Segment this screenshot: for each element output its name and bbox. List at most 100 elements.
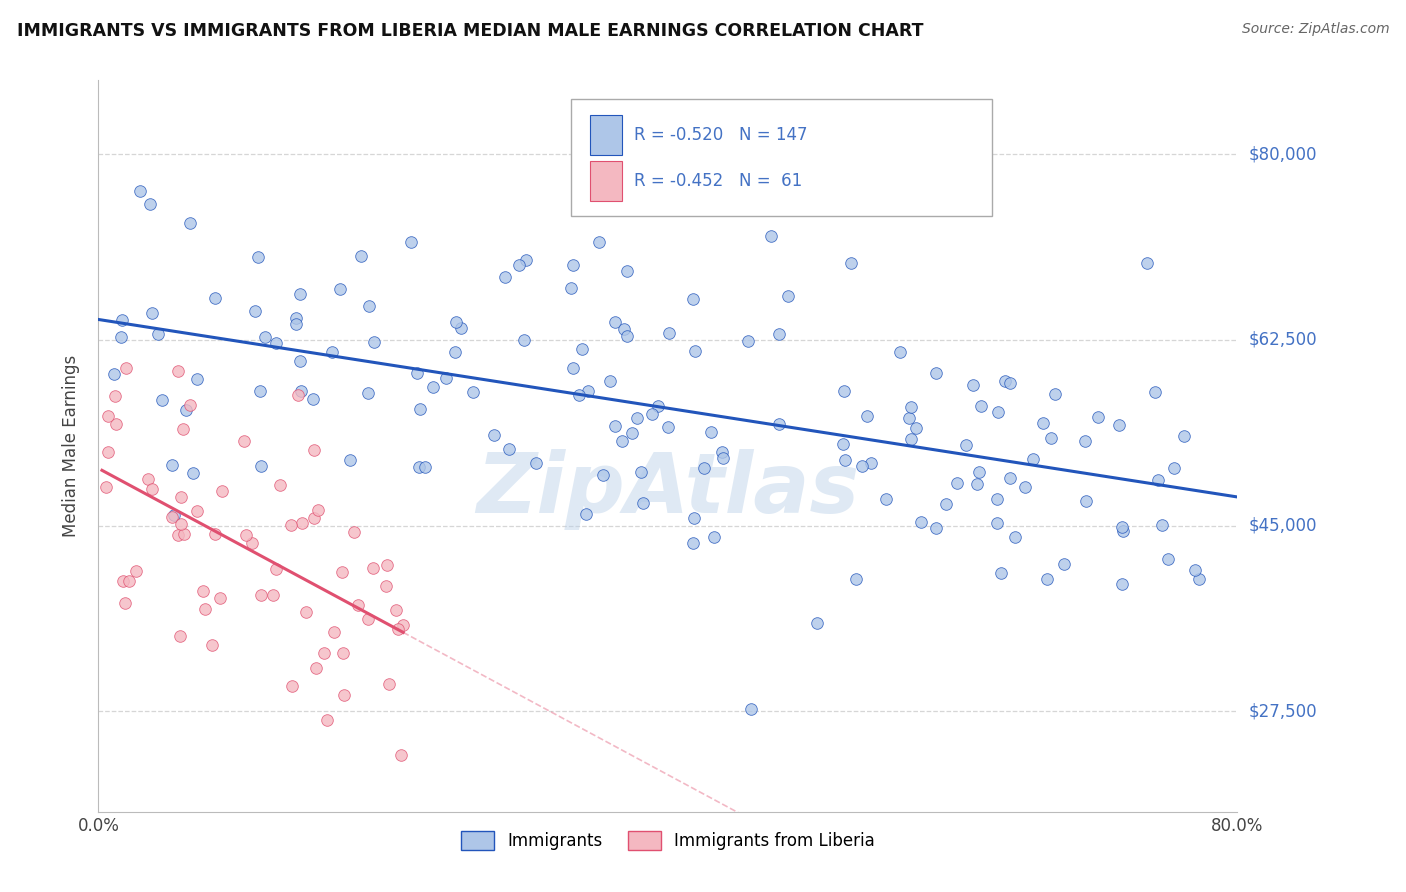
- Point: [1111, 524, 1133, 538]
- Point: [129, 184, 152, 198]
- Point: [201, 638, 224, 652]
- Point: [136, 473, 159, 487]
- Point: [179, 216, 201, 230]
- Point: [146, 326, 169, 341]
- Point: [302, 392, 325, 407]
- Point: [946, 476, 969, 491]
- Point: [315, 714, 337, 728]
- Point: [339, 452, 361, 467]
- Point: [1014, 480, 1036, 494]
- Point: [1136, 256, 1159, 270]
- Point: [264, 562, 287, 576]
- Point: [1147, 473, 1170, 487]
- Point: [630, 465, 652, 479]
- FancyBboxPatch shape: [571, 99, 993, 216]
- Point: [103, 368, 125, 382]
- Point: [281, 680, 304, 694]
- Point: [160, 510, 183, 524]
- Point: [332, 689, 354, 703]
- Point: [170, 490, 193, 504]
- Point: [562, 259, 585, 273]
- Point: [1108, 418, 1130, 433]
- Point: [560, 281, 582, 295]
- Point: [740, 702, 762, 716]
- Point: [1040, 431, 1063, 445]
- Point: [125, 565, 148, 579]
- Point: [172, 422, 194, 436]
- Point: [851, 458, 873, 473]
- Point: [323, 624, 346, 639]
- Point: [839, 256, 862, 270]
- Text: R = -0.520   N = 147: R = -0.520 N = 147: [634, 126, 807, 145]
- Point: [1087, 409, 1109, 424]
- Point: [204, 527, 226, 541]
- Point: [114, 596, 136, 610]
- Point: [834, 453, 856, 467]
- Point: [94, 480, 117, 494]
- Point: [363, 334, 385, 349]
- Text: $45,000: $45,000: [1249, 516, 1317, 534]
- Point: [332, 646, 354, 660]
- Point: [167, 528, 190, 542]
- Point: [302, 511, 325, 525]
- Point: [603, 419, 626, 434]
- Point: [434, 371, 457, 385]
- Point: [998, 471, 1021, 485]
- Point: [375, 558, 398, 572]
- Point: [444, 315, 467, 329]
- Point: [568, 388, 591, 402]
- Point: [641, 407, 664, 421]
- FancyBboxPatch shape: [591, 115, 623, 155]
- Point: [515, 252, 537, 267]
- Point: [588, 235, 610, 249]
- Point: [346, 599, 368, 613]
- Point: [524, 457, 547, 471]
- Point: [924, 521, 946, 535]
- Point: [112, 574, 135, 588]
- Point: [494, 270, 516, 285]
- Point: [422, 380, 444, 394]
- Point: [285, 310, 308, 325]
- Point: [450, 321, 472, 335]
- Point: [173, 527, 195, 541]
- Point: [290, 384, 312, 398]
- Point: [904, 421, 927, 435]
- Point: [321, 345, 343, 359]
- Point: [288, 353, 311, 368]
- Point: [304, 661, 326, 675]
- Point: [163, 508, 186, 522]
- Point: [575, 508, 598, 522]
- Point: [806, 615, 828, 630]
- Point: [970, 399, 993, 413]
- Point: [243, 303, 266, 318]
- Point: [859, 456, 882, 470]
- Point: [990, 566, 1012, 581]
- Point: [250, 588, 273, 602]
- Point: [711, 450, 734, 465]
- Point: [571, 343, 593, 357]
- Point: [387, 622, 409, 636]
- Point: [987, 405, 1010, 419]
- Point: [844, 572, 866, 586]
- Point: [1163, 460, 1185, 475]
- Point: [737, 334, 759, 349]
- Point: [599, 374, 621, 388]
- Point: [768, 326, 790, 341]
- Point: [249, 384, 271, 398]
- Point: [986, 516, 1008, 531]
- Point: [612, 434, 634, 448]
- Point: [683, 343, 706, 358]
- Point: [1021, 451, 1043, 466]
- Point: [682, 292, 704, 306]
- Text: ZipAtlas: ZipAtlas: [477, 450, 859, 531]
- Point: [350, 249, 373, 263]
- Point: [759, 229, 782, 244]
- Point: [482, 428, 505, 442]
- Point: [710, 445, 733, 459]
- Point: [312, 647, 335, 661]
- Point: [699, 425, 721, 440]
- Point: [280, 518, 302, 533]
- Point: [170, 516, 193, 531]
- Point: [357, 612, 380, 626]
- Point: [889, 345, 911, 359]
